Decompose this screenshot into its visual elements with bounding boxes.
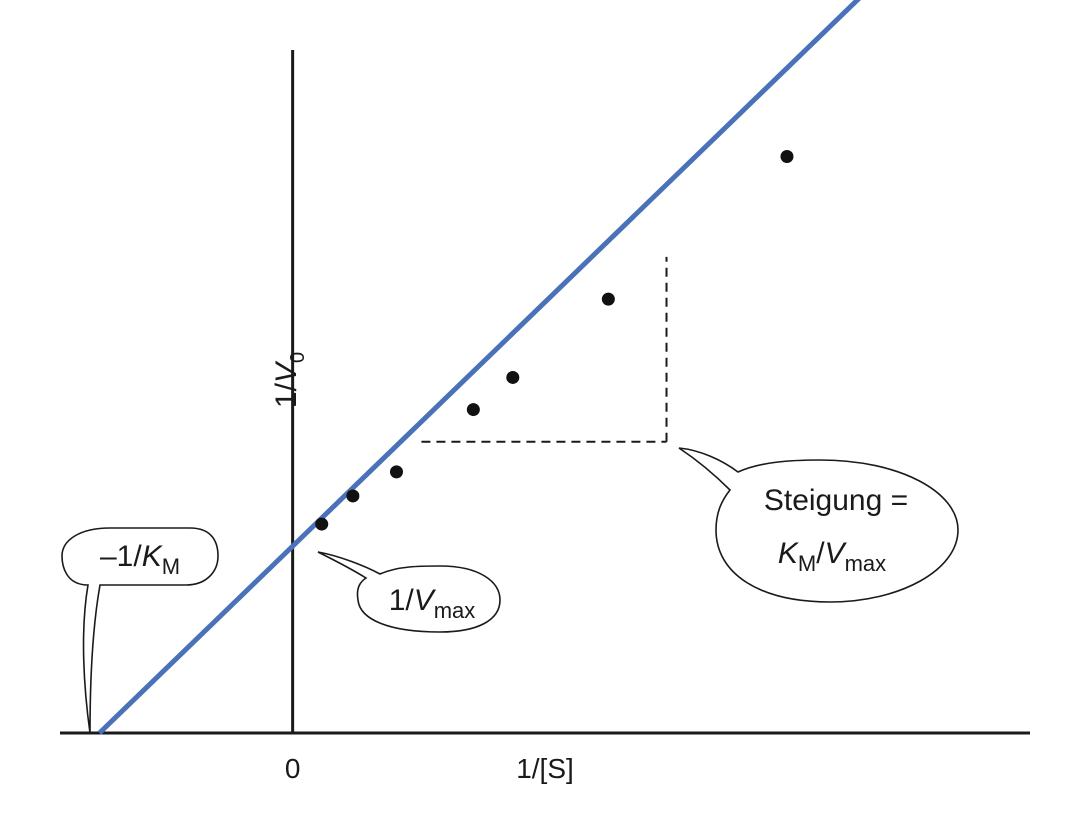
slope-triangle: [421, 256, 668, 443]
data-point-6: [601, 292, 615, 306]
callout-km-bubble: [61, 527, 219, 734]
data-points: [315, 149, 794, 531]
callout-slope-bubble: [678, 447, 959, 603]
y-axis-label-var: V: [270, 360, 303, 383]
data-point-4: [466, 403, 480, 417]
x-axis-label: 1/[S]: [516, 753, 574, 784]
x-tick-zero: 0: [285, 753, 301, 784]
callout-vmax-bubble: [317, 551, 501, 633]
data-point-3: [389, 465, 403, 479]
data-point-5: [506, 370, 520, 384]
regression-line: [97, 0, 861, 735]
callout-slope-line1: Steigung =: [764, 484, 908, 517]
y-axis-label-sub: 0: [287, 352, 309, 363]
y-axis-label: 1/V0: [270, 352, 309, 408]
data-point-1: [315, 517, 329, 531]
y-axis-label-prefix: 1/: [270, 382, 303, 408]
callout-vmax-intercept: 1/Vmax: [317, 551, 501, 633]
callout-km-intercept: –1/KM: [61, 527, 219, 734]
callout-km-text: –1/KM: [100, 540, 180, 579]
callout-slope: Steigung = KM/Vmax: [678, 447, 959, 603]
callout-slope-line2: KM/Vmax: [778, 537, 886, 576]
data-point-7: [780, 149, 794, 163]
data-point-2: [346, 489, 360, 503]
callout-vmax-text: 1/Vmax: [389, 584, 476, 623]
